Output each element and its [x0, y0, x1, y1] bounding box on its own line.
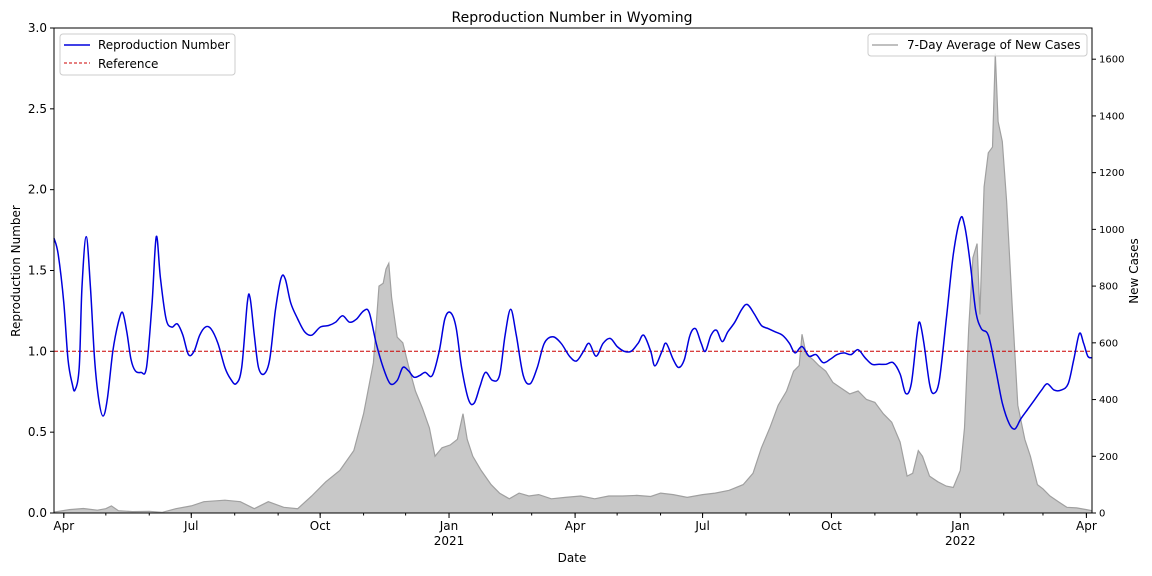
legend-rt-label: Reproduction Number: [98, 38, 230, 52]
right-tick-label: 1600: [1099, 55, 1124, 66]
right-tick-label: 1000: [1099, 225, 1124, 236]
legend-left: Reproduction Number Reference: [59, 33, 236, 76]
plot-frame: [53, 27, 1093, 514]
rt-line-layer: [53, 215, 1093, 430]
left-tick-label: 1.0: [28, 344, 47, 358]
left-tick-label: 2.5: [28, 102, 47, 116]
x-tick-label: Jan: [950, 519, 970, 533]
rt-line: [53, 215, 1093, 430]
cases-area: [54, 53, 1092, 513]
right-tick-label: 600: [1099, 338, 1118, 349]
legend-reference-label: Reference: [98, 57, 158, 71]
x-tick-year-label: 2021: [434, 534, 465, 548]
left-tick-label: 1.5: [28, 264, 47, 278]
right-tick-label: 1400: [1099, 111, 1124, 122]
right-tick-label: 400: [1099, 395, 1118, 406]
left-tick-label: 0.5: [28, 425, 47, 439]
x-axis-title: Date: [558, 551, 587, 565]
left-tick-label: 0.0: [28, 506, 47, 520]
right-axis-ticks: 0 200 400 600 800 1000 1200 1400 1600: [1092, 55, 1124, 520]
x-tick-label: Apr: [53, 519, 74, 533]
left-axis-ticks: 0.0 0.5 1.0 1.5 2.0 2.5 3.0: [28, 21, 54, 520]
x-tick-year-label: 2022: [945, 534, 976, 548]
legend-right: 7-Day Average of New Cases: [867, 33, 1088, 57]
x-tick-label: Oct: [821, 519, 842, 533]
chart-title: Reproduction Number in Wyoming: [452, 10, 693, 26]
x-tick-label: Apr: [1076, 519, 1097, 533]
legend-left-box: [59, 33, 236, 76]
cases-area-layer: [53, 53, 1093, 514]
x-tick-label: Jul: [694, 519, 709, 533]
x-tick-label: Jan: [439, 519, 459, 533]
x-tick-label: Jul: [183, 519, 198, 533]
left-axis-title: Reproduction Number: [9, 205, 23, 337]
right-tick-label: 200: [1099, 452, 1118, 463]
right-tick-label: 0: [1099, 509, 1105, 520]
x-tick-label: Oct: [310, 519, 331, 533]
cases-outline: [53, 53, 1093, 514]
legend-right-box: [867, 33, 1088, 57]
left-tick-label: 3.0: [28, 21, 47, 35]
left-tick-label: 2.0: [28, 183, 47, 197]
legend-cases-label: 7-Day Average of New Cases: [907, 38, 1081, 52]
right-tick-label: 1200: [1099, 168, 1124, 179]
right-tick-label: 800: [1099, 282, 1118, 293]
x-tick-label: Apr: [565, 519, 586, 533]
right-axis-title: New Cases: [1127, 238, 1141, 304]
